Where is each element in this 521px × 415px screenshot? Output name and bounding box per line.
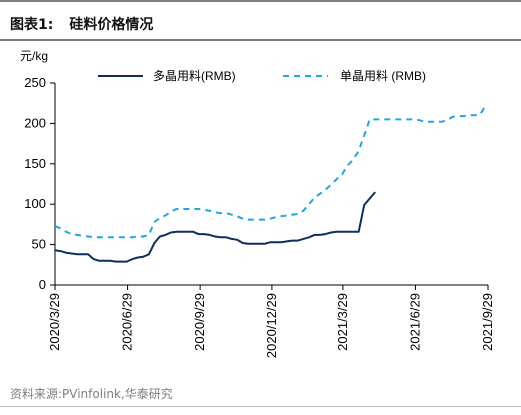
x-tick-label: 2020/9/29 — [192, 293, 207, 351]
legend-label: 单晶用料 (RMB) — [340, 69, 426, 83]
legend: 多晶用料(RMB) 单晶用料 (RMB) — [98, 69, 426, 83]
series-group — [54, 105, 487, 263]
y-tick-label: 0 — [39, 277, 46, 292]
legend-label: 多晶用料(RMB) — [153, 69, 236, 83]
top-rule — [0, 0, 521, 2]
y-tick-label: 50 — [32, 237, 46, 252]
figure-label: 图表1: — [10, 17, 54, 33]
x-tick-label: 2021/3/29 — [335, 293, 350, 351]
y-tick-label: 100 — [24, 196, 46, 211]
source-note: 资料来源:PVinfolink,华泰研究 — [10, 387, 173, 401]
title-rule — [0, 39, 521, 41]
x-tick-label: 2020/6/29 — [120, 293, 135, 351]
series-line-mono — [54, 105, 487, 239]
bottom-rule — [0, 406, 521, 407]
x-tick-label: 2020/3/29 — [47, 293, 62, 351]
y-axis-unit: 元/kg — [20, 49, 48, 63]
x-axis: 2020/3/29 2020/6/29 2020/9/29 2020/12/29 202… — [47, 284, 495, 358]
y-axis: 0 50 100 150 200 250 — [24, 75, 56, 292]
figure-title: 图表1: 硅料价格情况 — [10, 14, 153, 34]
x-tick-label: 2021/9/29 — [480, 293, 495, 351]
x-tick-label: 2021/6/29 — [407, 293, 422, 351]
figure-title-text: 硅料价格情况 — [69, 17, 154, 33]
y-tick-label: 200 — [24, 115, 46, 130]
x-tick-label: 2020/12/29 — [264, 293, 279, 358]
y-tick-label: 250 — [24, 75, 46, 90]
y-tick-label: 150 — [24, 156, 46, 171]
series-line-multi — [54, 191, 376, 263]
